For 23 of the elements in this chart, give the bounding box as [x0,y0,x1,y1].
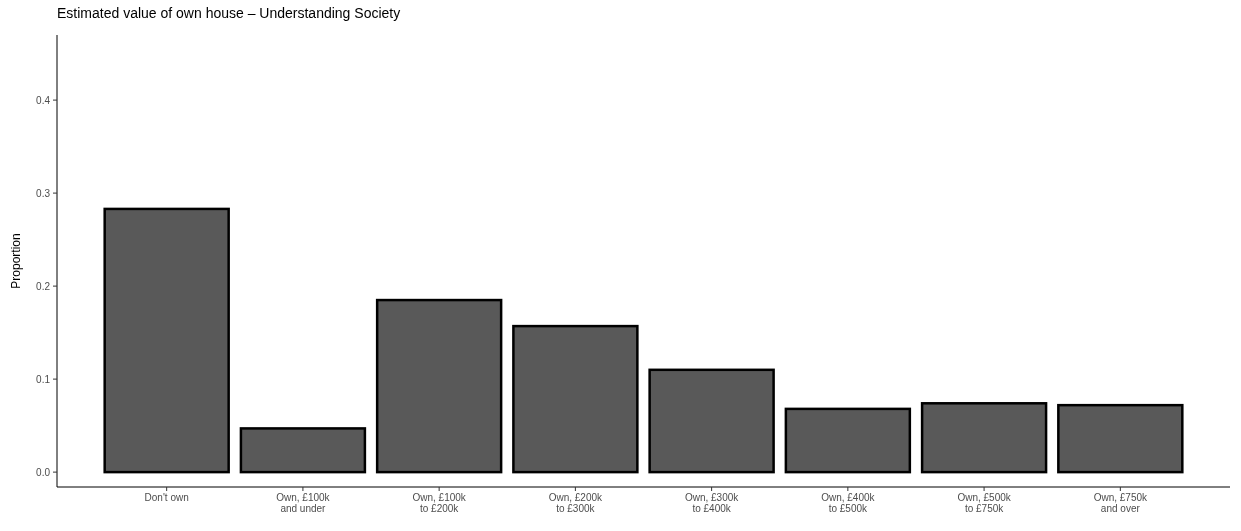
x-tick-label: Own, £100k to £200k [412,492,467,514]
y-axis-title: Proportion [9,233,23,289]
x-tick-label: Don't own [144,492,189,503]
bar [648,368,775,474]
y-tick-label: 0.2 [36,280,51,292]
x-tick-label: Own, £300k to £400k [684,492,740,514]
bar [239,427,367,474]
bar [920,402,1048,474]
y-tick-label: 0.1 [36,373,51,385]
bar [1057,403,1184,474]
x-tick-label: Own, £200k to £300k [548,492,604,514]
chart-title: Estimated value of own house – Understanding Society [57,5,401,21]
y-tick-label: 0.3 [36,187,51,199]
y-tick-label: 0.4 [36,94,51,106]
x-tick-label: Own, £750k and over [1093,492,1149,514]
x-tick-label: Own, £400k to £500k [821,492,876,514]
bar [512,324,639,474]
bar [375,298,503,474]
bar [103,207,230,474]
x-tick-label: Own, £100k and under [276,492,331,514]
x-tick-label: Own, £500k to £750k [957,492,1012,514]
y-tick-label: 0.0 [36,466,51,478]
bar [784,407,912,474]
